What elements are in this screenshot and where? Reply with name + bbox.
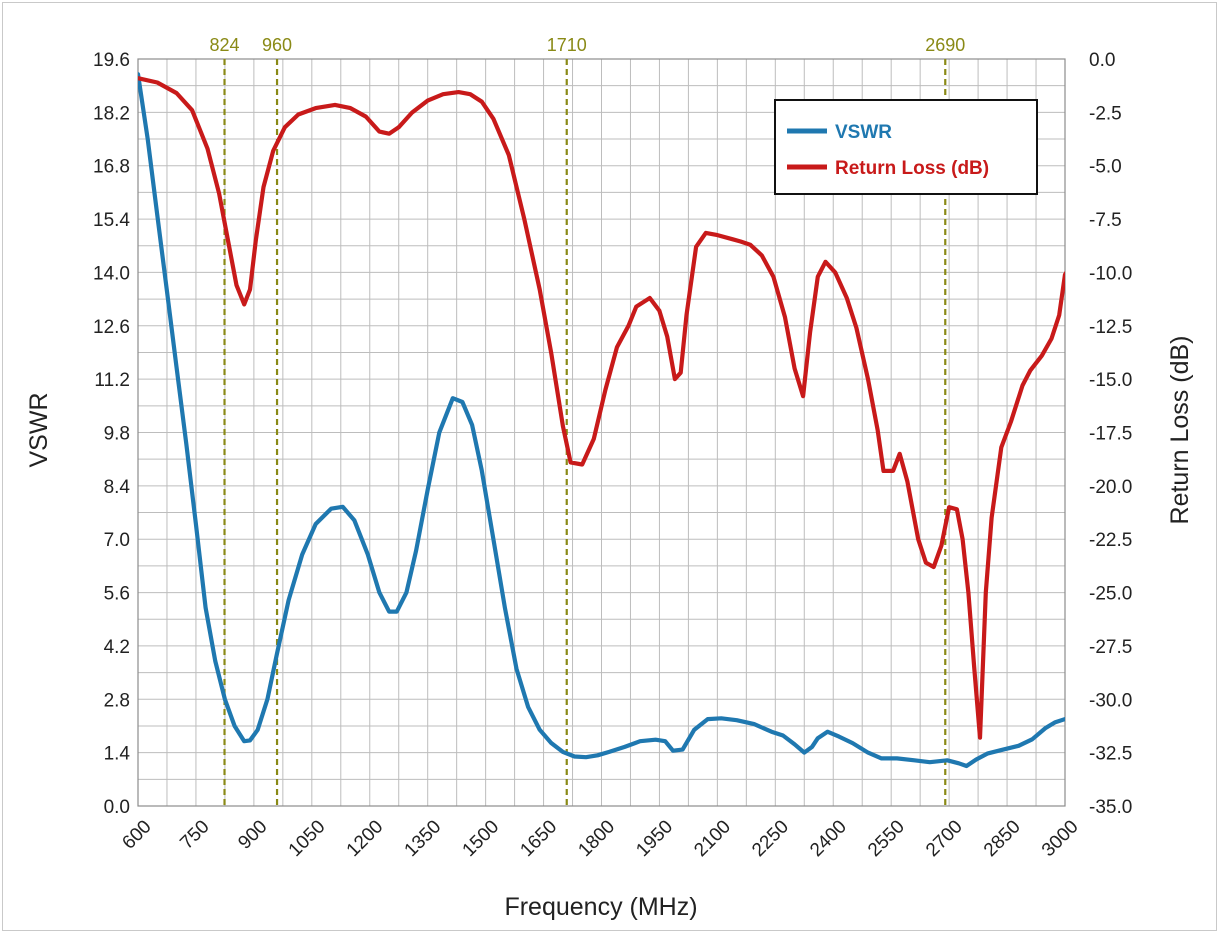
- x-tick-label: 1200: [343, 816, 388, 861]
- y-tick-label: 0.0: [104, 797, 130, 818]
- x-tick-label: 1500: [459, 816, 504, 861]
- x-tick-label: 2850: [980, 816, 1025, 861]
- x-tick-label: 900: [234, 816, 271, 853]
- y-tick-label: 16.8: [93, 157, 130, 178]
- series-line-vswr: [138, 72, 1065, 769]
- x-tick-label: 1350: [401, 816, 446, 861]
- y-tick-label: 1.4: [104, 744, 131, 765]
- y2-tick-label: 0.0: [1089, 50, 1115, 71]
- y2-tick-label: -10.0: [1089, 263, 1132, 284]
- x-tick-label: 3000: [1038, 816, 1083, 861]
- x-tick-label: 600: [118, 816, 155, 853]
- x-tick-label: 2400: [806, 816, 851, 861]
- y2-tick-label: -32.5: [1089, 744, 1132, 765]
- frequency-markers: 824 960 1710 2690: [209, 35, 965, 806]
- x-tick-label: 1650: [516, 816, 561, 861]
- y-tick-label: 14.0: [93, 263, 130, 284]
- vswr-return-loss-chart: 824 960 1710 2690 0.0 1.4 2.8 4.2 5.6 7.0 8.4 9.8 1…: [25, 35, 1194, 921]
- x-tick-label: 2700: [922, 816, 967, 861]
- y-tick-label: 2.8: [104, 690, 130, 711]
- legend: VSWR Return Loss (dB): [774, 99, 1038, 195]
- marker-label: 1710: [547, 35, 587, 55]
- y-tick-label: 19.6: [93, 50, 130, 71]
- y-tick-label: 11.2: [94, 370, 130, 391]
- y-tick-label: 7.0: [104, 530, 130, 551]
- x-axis-title: Frequency (MHz): [504, 893, 697, 921]
- y2-tick-label: -27.5: [1089, 637, 1132, 658]
- y-axis-title: VSWR: [25, 393, 53, 468]
- x-tick-label: 2250: [748, 816, 793, 861]
- y2-tick-label: -30.0: [1089, 690, 1132, 711]
- x-tick-label: 1950: [632, 816, 677, 861]
- y2-tick-label: -12.5: [1089, 317, 1132, 338]
- y2-tick-label: -5.0: [1089, 157, 1122, 178]
- legend-box: [774, 99, 1038, 195]
- legend-label-vswr: VSWR: [835, 122, 892, 143]
- marker-label: 824: [209, 35, 239, 55]
- series-lines: [138, 72, 1065, 769]
- y-tick-label: 9.8: [104, 424, 130, 445]
- y2-tick-label: -2.5: [1089, 103, 1122, 124]
- marker-label: 960: [262, 35, 292, 55]
- plot-area-border: [137, 58, 1066, 807]
- y-tick-label: 8.4: [104, 477, 131, 498]
- marker-label: 2690: [925, 35, 965, 55]
- y-tick-label: 12.6: [93, 317, 130, 338]
- y-tick-label: 5.6: [104, 584, 130, 605]
- y2-tick-label: -7.5: [1089, 210, 1122, 231]
- y2-tick-label: -17.5: [1089, 424, 1132, 445]
- y2-tick-label: -20.0: [1089, 477, 1132, 498]
- x-tick-label: 750: [176, 816, 213, 853]
- y-tick-label: 18.2: [93, 103, 130, 124]
- x-tick-label: 1800: [574, 816, 619, 861]
- x-tick-label: 1050: [285, 816, 330, 861]
- y2-tick-label: -15.0: [1089, 370, 1132, 391]
- y2-tick-label: -35.0: [1089, 797, 1132, 818]
- legend-label-return-loss: Return Loss (dB): [835, 158, 989, 179]
- y2-axis-title: Return Loss (dB): [1166, 336, 1194, 525]
- y-tick-label: 4.2: [104, 637, 130, 658]
- x-tick-label: 2100: [690, 816, 735, 861]
- x-tick-label: 2550: [864, 816, 909, 861]
- y2-tick-label: -25.0: [1089, 584, 1132, 605]
- y2-tick-label: -22.5: [1089, 530, 1132, 551]
- series-line-return-loss: [138, 76, 1065, 740]
- y-tick-label: 15.4: [93, 210, 130, 231]
